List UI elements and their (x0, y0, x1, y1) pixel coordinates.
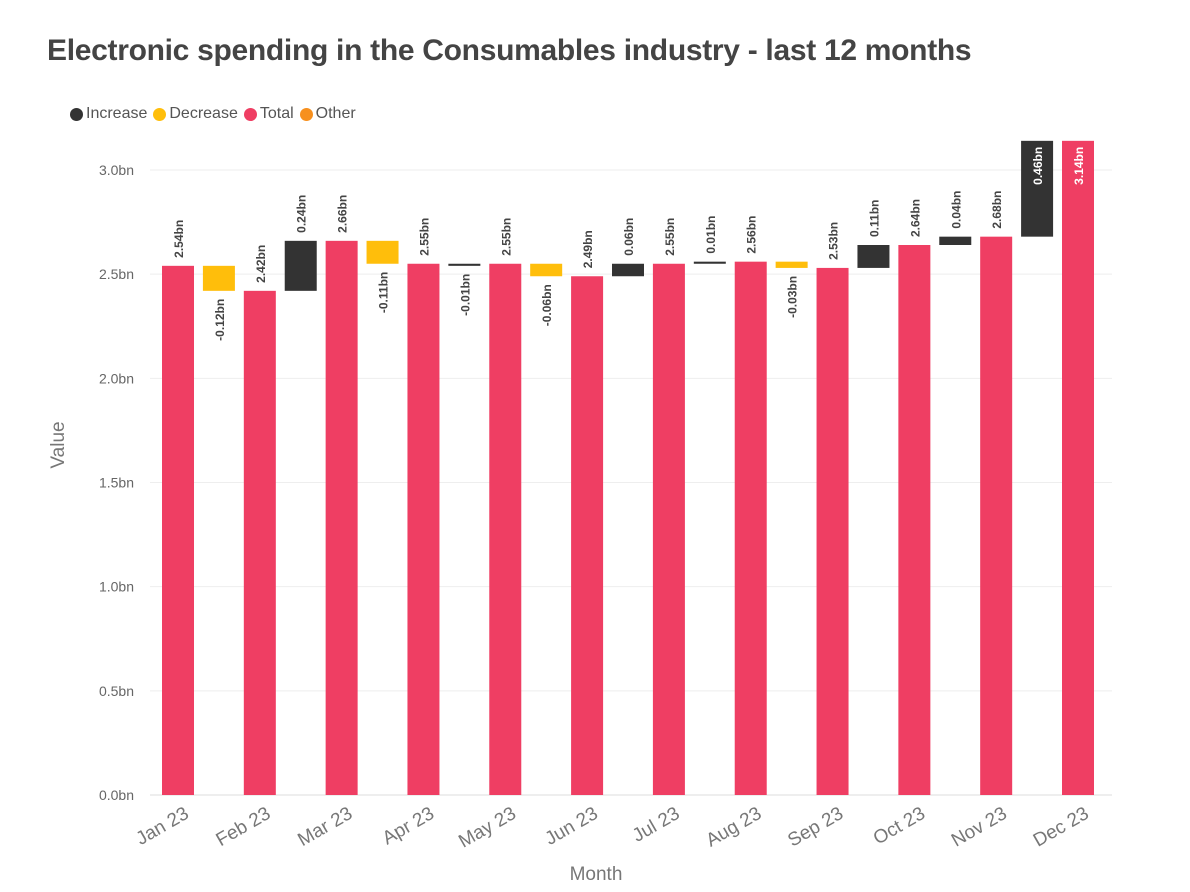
y-tick-label: 1.5bn (99, 475, 134, 491)
x-tick-label: Jun 23 (542, 803, 602, 850)
data-label: 2.55bn (417, 218, 431, 256)
data-label: 2.66bn (336, 195, 350, 233)
legend-label: Increase (86, 105, 148, 122)
data-label: -0.11bn (377, 272, 391, 313)
bar-increase (939, 236, 972, 245)
data-label: 0.01bn (704, 216, 718, 254)
data-label: 2.55bn (663, 218, 677, 256)
y-axis-title: Value (48, 421, 69, 468)
bar-total (652, 263, 685, 795)
bar-increase (612, 263, 644, 277)
x-tick-label: Sep 23 (784, 803, 847, 851)
data-label: -0.01bn (458, 274, 472, 316)
x-tick-label: Mar 23 (294, 803, 356, 851)
x-tick-label: Apr 23 (379, 803, 438, 849)
x-tick-label: Nov 23 (948, 803, 1011, 851)
bar-total (325, 240, 358, 796)
bar-increase (284, 240, 317, 291)
legend-swatch (299, 107, 313, 121)
legend-swatch (243, 107, 257, 121)
x-tick-label: Dec 23 (1030, 803, 1093, 851)
x-tick-label: Feb 23 (213, 803, 275, 851)
data-label: 0.46bn (1031, 147, 1045, 185)
bar-total (816, 267, 849, 796)
bar-total (734, 261, 767, 796)
legend-swatch (153, 107, 167, 121)
y-tick-label: 2.0bn (99, 370, 134, 386)
bar-total (898, 245, 931, 795)
legend-item-increase[interactable]: Increase (70, 105, 147, 123)
x-tick-label: May 23 (455, 803, 519, 852)
data-label: 0.04bn (949, 191, 963, 229)
data-label: -0.06bn (540, 284, 554, 326)
x-tick-label: Oct 23 (870, 803, 929, 849)
chart-title: Electronic spending in the Consumables i… (47, 34, 972, 67)
x-axis-title: Month (570, 864, 623, 885)
y-tick-label: 1.0bn (99, 579, 134, 595)
bar-decrease (366, 240, 399, 264)
x-tick-label: Aug 23 (703, 803, 766, 851)
data-label: 0.06bn (622, 218, 636, 256)
bar-increase (693, 261, 726, 264)
y-tick-label: 3.0bn (99, 162, 134, 178)
data-label: 2.68bn (990, 191, 1004, 229)
bar-total (489, 263, 522, 795)
bar-decrease (775, 261, 808, 268)
data-label: 0.11bn (867, 200, 881, 237)
data-label: -0.03bn (786, 276, 800, 318)
bar-decrease (448, 263, 481, 266)
data-label: 3.14bn (1072, 147, 1086, 185)
data-label: 2.49bn (581, 230, 595, 268)
bar-total (1062, 140, 1094, 796)
legend-item-total[interactable]: Total (243, 105, 294, 123)
legend-item-other[interactable]: Other (299, 105, 356, 123)
data-label: 2.42bn (254, 245, 268, 283)
bar-total (980, 236, 1013, 795)
bar-total (162, 265, 194, 795)
bar-total (571, 276, 604, 795)
y-tick-label: 0.5bn (99, 683, 134, 699)
bar-total (407, 263, 440, 795)
legend-label: Total (259, 105, 294, 122)
bar-increase (857, 245, 890, 268)
legend-swatch (70, 107, 83, 121)
x-tick-label: Jul 23 (629, 803, 683, 847)
bar-increase (1021, 140, 1054, 237)
legend: Increase Decrease Total Other (70, 105, 356, 123)
legend-label: Decrease (169, 105, 238, 122)
legend-label: Other (315, 105, 356, 122)
y-tick-label: 0.0bn (99, 787, 134, 803)
data-label: -0.12bn (213, 299, 227, 341)
legend-item-decrease[interactable]: Decrease (153, 105, 238, 123)
bar-total (243, 290, 276, 795)
data-label: 0.24bn (295, 195, 309, 233)
x-tick-label: Jan 23 (133, 803, 193, 850)
data-label: 2.56bn (745, 216, 759, 254)
data-label: 2.54bn (172, 220, 186, 258)
data-label: 2.64bn (908, 199, 922, 237)
bar-decrease (530, 263, 563, 277)
bar-decrease (202, 265, 235, 291)
data-label: 2.53bn (827, 222, 841, 260)
y-tick-label: 2.5bn (99, 266, 134, 282)
data-label: 2.55bn (499, 218, 513, 256)
